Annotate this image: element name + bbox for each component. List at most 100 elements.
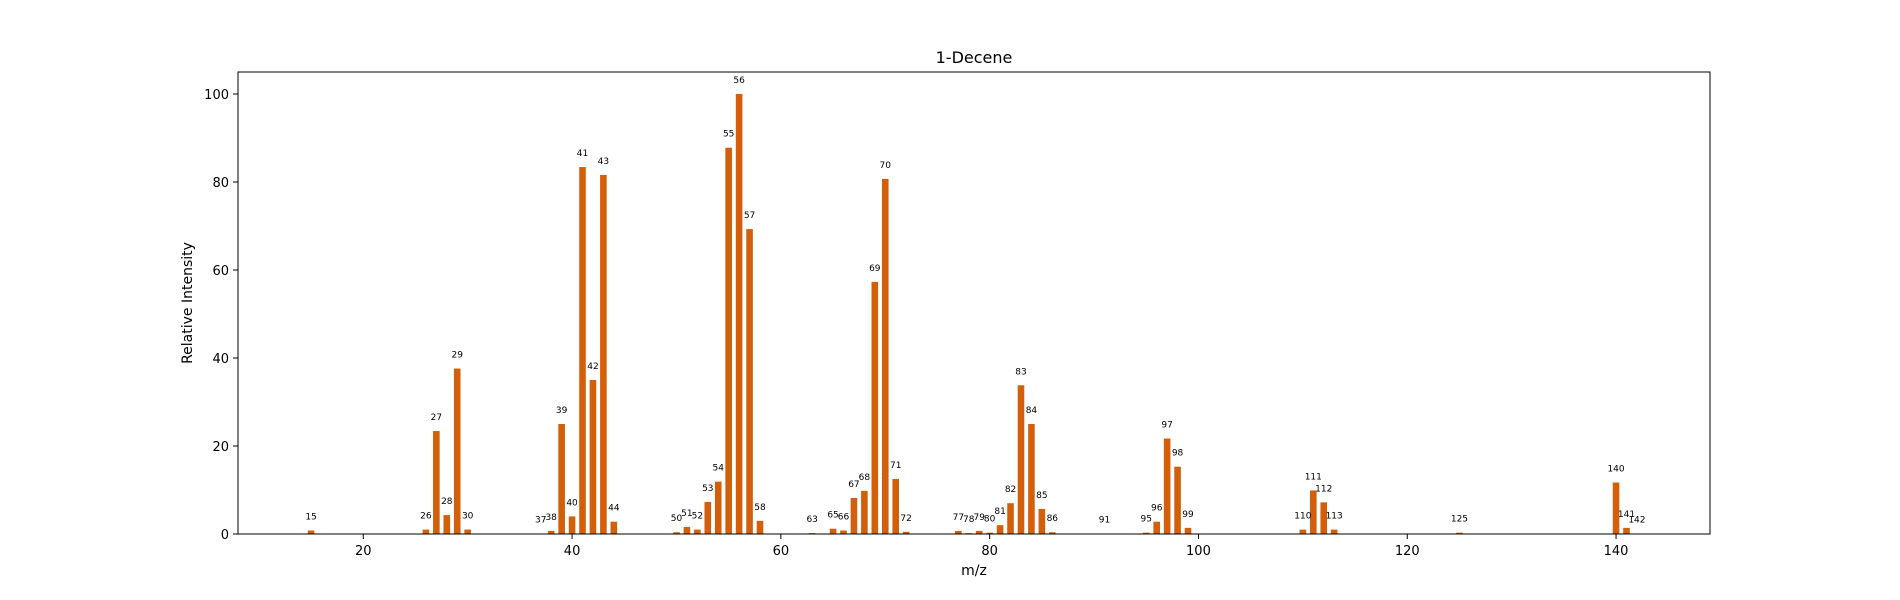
bar-mz-42 [589, 380, 597, 534]
bar-mz-72 [902, 531, 910, 534]
bar-label-mz-68: 68 [859, 473, 871, 483]
y-axis: 0 20 40 60 80 100 [204, 88, 238, 543]
bar-mz-80 [986, 532, 993, 534]
bar-mz-44 [610, 521, 618, 534]
bar-mz-98 [1174, 466, 1181, 534]
bar-mz-65 [829, 528, 837, 534]
bar-mz-81 [996, 525, 1004, 534]
y-tick-label-20: 20 [212, 440, 229, 455]
bar-mz-57 [746, 229, 753, 534]
x-tick-label-80: 80 [981, 544, 998, 559]
bar-mz-40 [568, 516, 576, 534]
bars-layer [307, 94, 1641, 535]
bar-mz-113 [1330, 529, 1338, 534]
bar-label-mz-39: 39 [556, 406, 568, 416]
bar-label-mz-125: 125 [1451, 515, 1468, 525]
bar-mz-51 [683, 526, 691, 534]
bar-mz-53 [704, 501, 712, 534]
y-tick-label-80: 80 [212, 176, 229, 191]
bar-label-mz-66: 66 [838, 512, 850, 522]
bar-label-mz-110: 110 [1294, 512, 1311, 522]
bar-label-mz-81: 81 [994, 507, 1005, 517]
bar-label-mz-52: 52 [692, 512, 703, 522]
bar-mz-96 [1153, 521, 1160, 534]
y-tick-label-60: 60 [212, 264, 229, 279]
bar-mz-70 [881, 178, 889, 535]
bar-mz-56 [735, 94, 743, 534]
bar-mz-54 [714, 481, 722, 534]
bar-label-mz-98: 98 [1172, 449, 1184, 459]
bar-mz-38 [547, 530, 555, 534]
bar-mz-58 [756, 520, 764, 534]
bar-label-mz-53: 53 [702, 484, 713, 494]
bar-label-mz-63: 63 [806, 515, 817, 525]
bar-mz-86 [1049, 532, 1056, 534]
bar-label-mz-84: 84 [1026, 406, 1038, 416]
bar-mz-29 [453, 368, 461, 534]
bar-label-mz-67: 67 [848, 480, 859, 490]
bar-label-mz-85: 85 [1036, 491, 1047, 501]
bar-mz-111 [1309, 490, 1317, 534]
x-tick-label-140: 140 [1604, 544, 1629, 559]
bar-label-mz-71: 71 [890, 461, 901, 471]
x-tick-label-100: 100 [1186, 544, 1211, 559]
bar-label-mz-43: 43 [598, 157, 609, 167]
bar-mz-77 [955, 530, 962, 534]
bar-label-mz-15: 15 [305, 512, 316, 522]
x-tick-label-120: 120 [1395, 544, 1420, 559]
bar-label-mz-140: 140 [1607, 465, 1624, 475]
x-axis-label: m/z [961, 563, 987, 579]
bar-mz-140 [1612, 482, 1620, 534]
bar-label-mz-80: 80 [984, 515, 996, 525]
bar-mz-55 [725, 147, 732, 534]
y-tick-label-40: 40 [212, 352, 229, 367]
bar-mz-52 [694, 529, 701, 534]
bar-label-mz-95: 95 [1141, 515, 1152, 525]
x-tick-label-20: 20 [355, 544, 372, 559]
bar-label-mz-38: 38 [545, 513, 557, 523]
bar-label-mz-83: 83 [1015, 367, 1026, 377]
bar-label-mz-57: 57 [744, 211, 755, 221]
bar-label-mz-70: 70 [880, 161, 892, 171]
bar-mz-41 [579, 167, 586, 535]
bar-label-mz-26: 26 [420, 512, 432, 522]
y-tick-label-0: 0 [221, 528, 229, 543]
bar-label-mz-56: 56 [733, 76, 745, 86]
bar-mz-110 [1299, 529, 1307, 534]
bar-mz-30 [464, 529, 471, 534]
bar-mz-68 [861, 490, 868, 534]
bar-mz-85 [1038, 508, 1046, 534]
bar-mz-50 [673, 532, 680, 534]
bar-label-mz-96: 96 [1151, 504, 1163, 514]
bar-label-mz-79: 79 [973, 513, 985, 523]
bar-label-mz-91: 91 [1099, 516, 1110, 526]
bar-mz-67 [850, 497, 858, 534]
bar-label-mz-112: 112 [1315, 484, 1332, 494]
bar-mz-82 [1007, 503, 1014, 534]
bar-label-mz-111: 111 [1305, 472, 1322, 482]
bar-label-mz-40: 40 [566, 498, 578, 508]
bar-mz-69 [871, 281, 879, 534]
bar-label-mz-58: 58 [754, 503, 766, 513]
chart-title: 1-Decene [936, 48, 1013, 67]
bar-mz-141 [1623, 527, 1630, 534]
bar-label-mz-51: 51 [681, 509, 692, 519]
bar-mz-125 [1456, 532, 1463, 534]
y-axis-label: Relative Intensity [180, 242, 196, 364]
bar-mz-79 [975, 530, 983, 534]
bar-label-mz-82: 82 [1005, 485, 1016, 495]
bar-label-mz-44: 44 [608, 504, 620, 514]
bar-label-mz-42: 42 [587, 362, 598, 372]
bar-label-mz-29: 29 [452, 351, 464, 361]
bar-mz-28 [443, 515, 451, 534]
bar-label-mz-41: 41 [577, 149, 588, 159]
bar-label-mz-78: 78 [963, 515, 975, 525]
bar-label-mz-72: 72 [900, 514, 911, 524]
bar-label-mz-54: 54 [713, 464, 725, 474]
bar-mz-84 [1028, 424, 1035, 534]
bar-label-mz-86: 86 [1047, 514, 1059, 524]
bar-label-mz-28: 28 [441, 497, 453, 507]
